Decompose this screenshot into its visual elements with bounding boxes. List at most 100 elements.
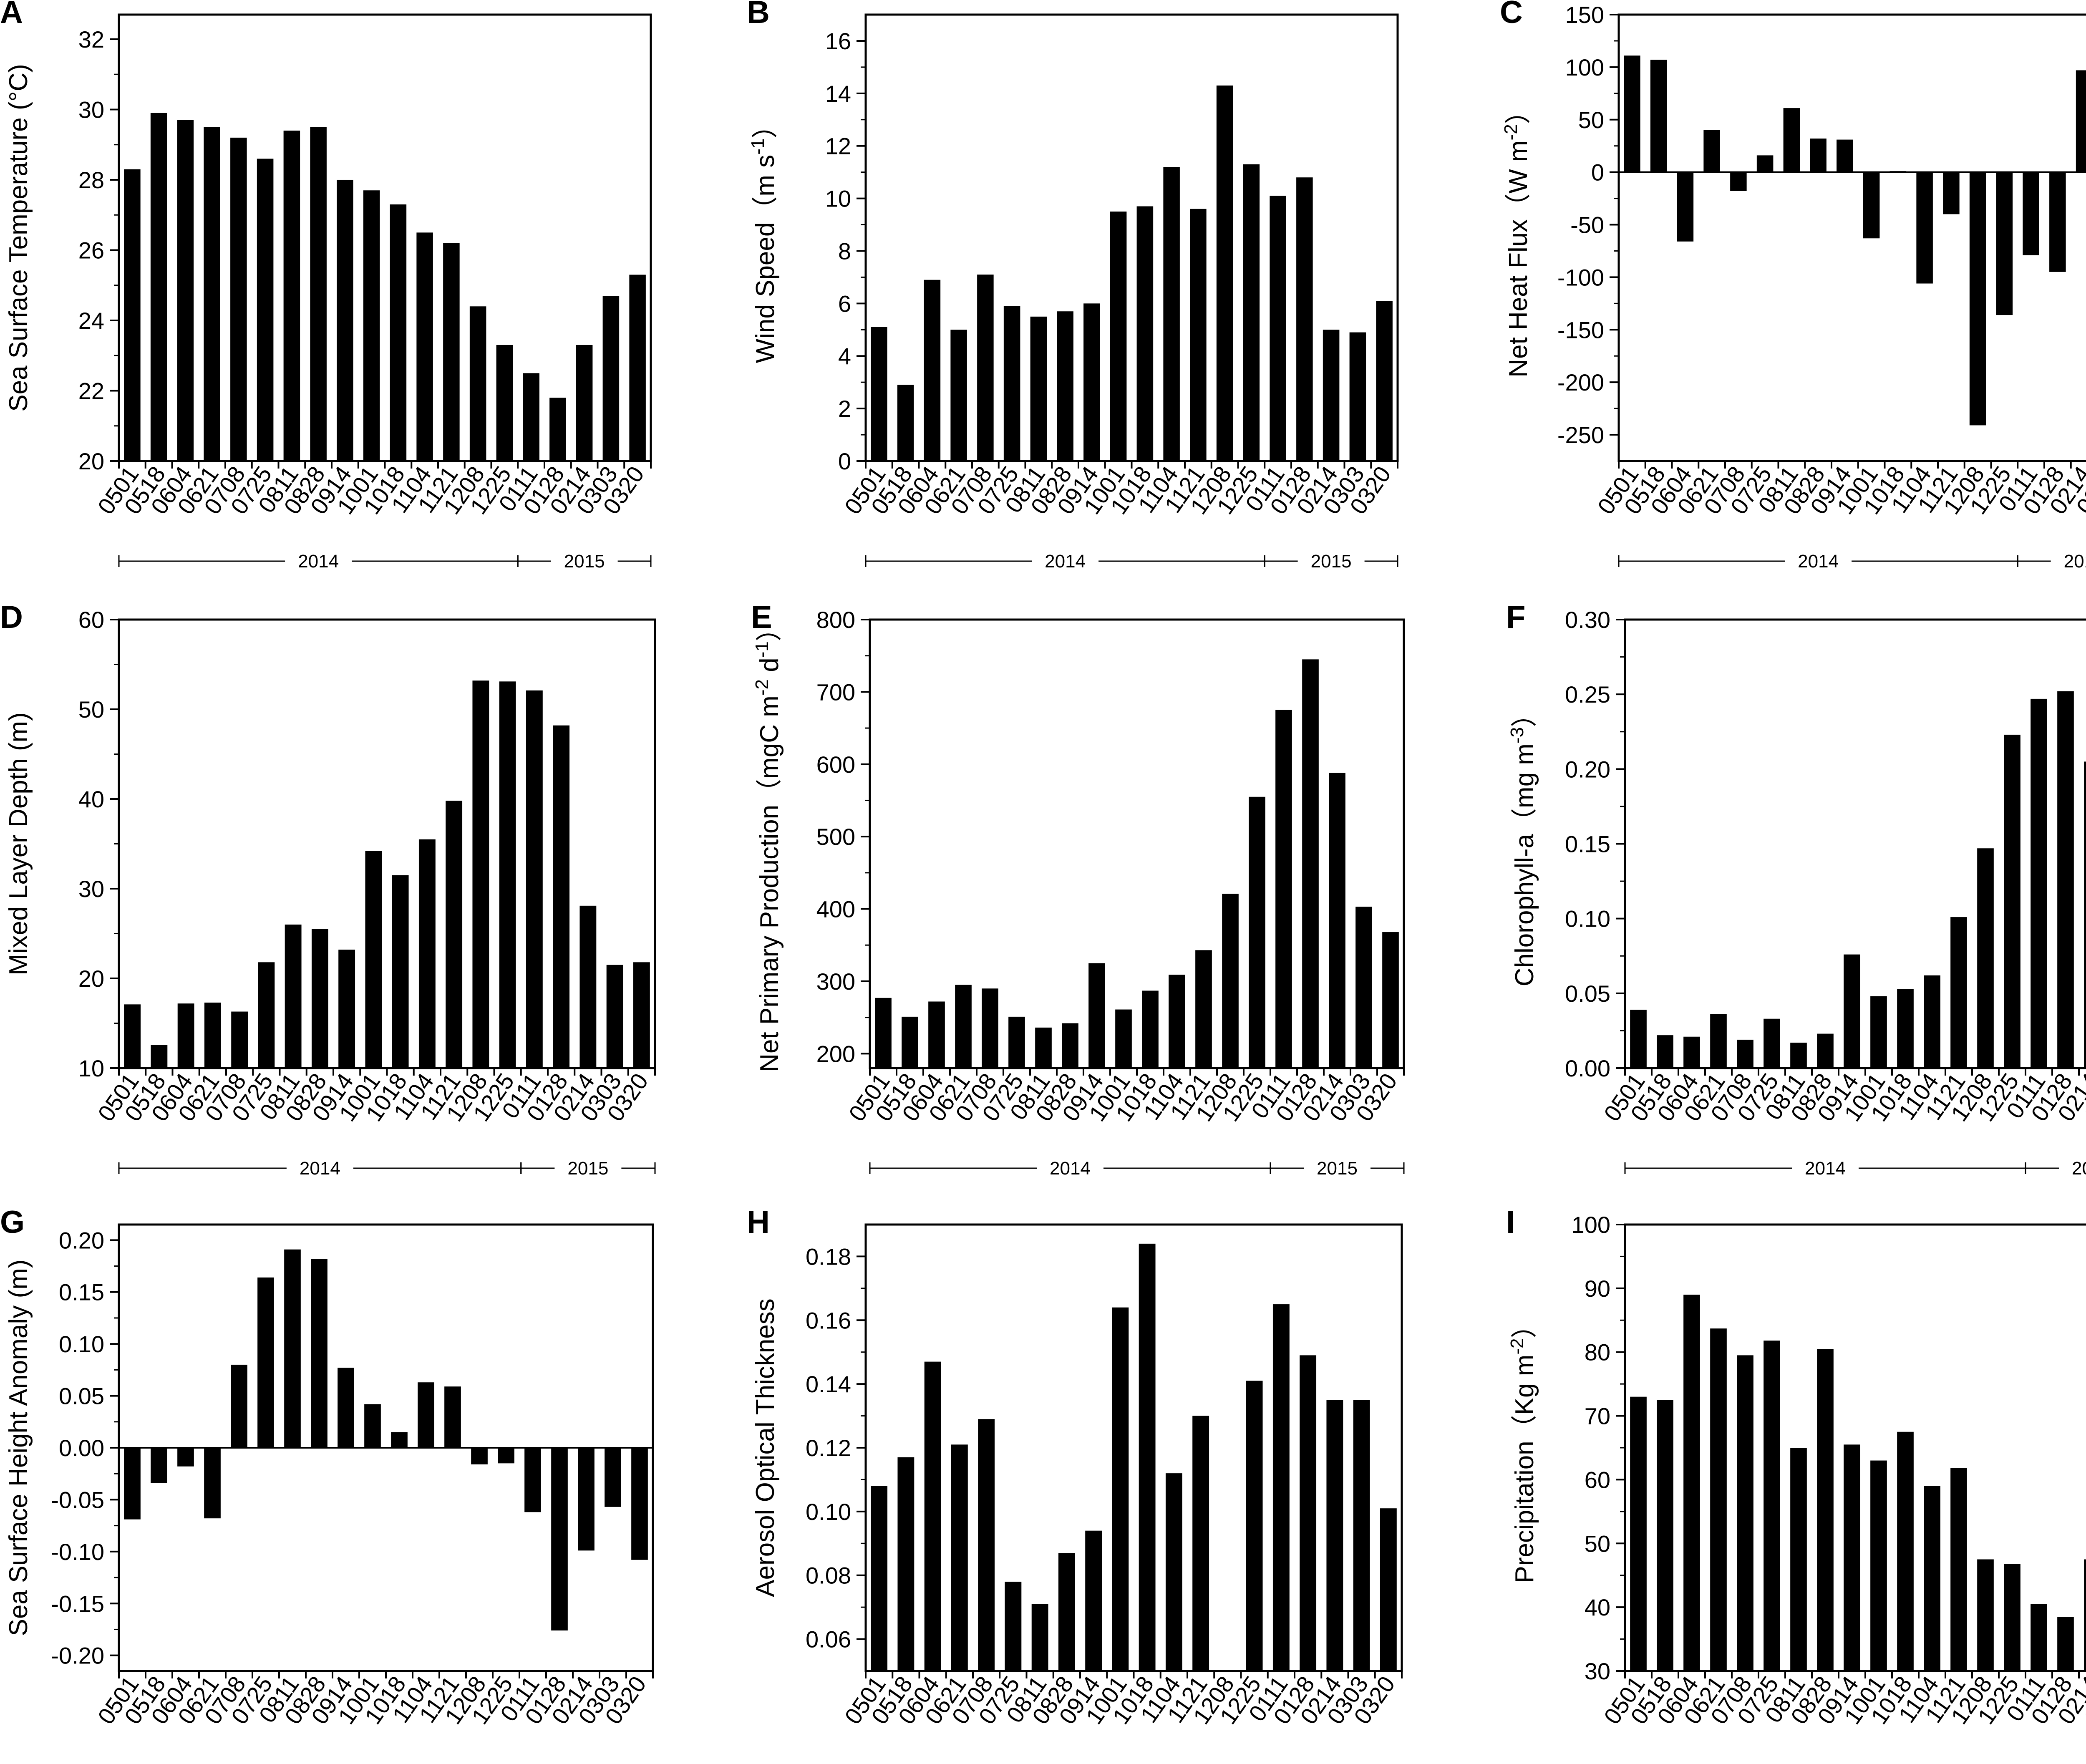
bar-0828 xyxy=(1057,311,1073,461)
bar-0501 xyxy=(124,169,141,461)
chart-panel-d: D102030405060050105180604062107080725081… xyxy=(0,600,656,1179)
bar-1208 xyxy=(1216,85,1233,461)
bar-0214 xyxy=(579,905,597,1068)
bar-0914 xyxy=(338,950,355,1068)
y-tick-label: 0.20 xyxy=(59,1227,104,1253)
bar-0320 xyxy=(1376,301,1393,461)
y-tick-label: 50 xyxy=(1585,1530,1610,1557)
bar-0621 xyxy=(955,985,972,1068)
bar-1208 xyxy=(1222,894,1239,1068)
bar-1121 xyxy=(1943,172,1960,214)
y-axis-label-text: Aerosol Optical Thickness xyxy=(751,1298,780,1597)
bar-0501 xyxy=(1630,1396,1647,1671)
bar-0111 xyxy=(1270,196,1286,461)
bar-1104 xyxy=(1163,167,1180,461)
bar-0501 xyxy=(875,998,892,1068)
y-axis-label-exponent: -2 xyxy=(752,679,772,696)
y-axis-label-text: ） xyxy=(1510,701,1539,727)
bar-0604 xyxy=(177,1448,194,1467)
y-axis-label: Wind Speed（m s-1） xyxy=(748,113,780,363)
chart-panel-e: E200300400500600700800050105180604062107… xyxy=(751,600,1405,1179)
bar-1225 xyxy=(1249,796,1265,1068)
y-axis-label-text: ） xyxy=(1510,1312,1539,1338)
bar-0214 xyxy=(2084,761,2086,1068)
y-axis-label-text: Net Heat Flux（W m xyxy=(1504,140,1533,377)
y-axis-label-text: ） xyxy=(751,113,780,139)
bar-1208 xyxy=(1977,1559,1994,1671)
bar-1104 xyxy=(418,839,436,1068)
bar-0303 xyxy=(606,965,623,1068)
year-label: 2014 xyxy=(1805,1761,1846,1764)
y-tick-label: 0 xyxy=(838,448,851,474)
bar-0128 xyxy=(1296,177,1313,461)
bar-0128 xyxy=(2057,1617,2074,1671)
bar-1001 xyxy=(364,1404,381,1448)
bar-0708 xyxy=(977,275,994,461)
bar-0914 xyxy=(1844,1444,1860,1671)
panel-letter: E xyxy=(751,600,772,635)
bar-0604 xyxy=(924,1361,941,1671)
y-tick-label: 800 xyxy=(816,607,855,633)
bar-0604 xyxy=(1683,1295,1700,1671)
y-tick-label: 500 xyxy=(816,824,855,850)
y-tick-label: 0.10 xyxy=(806,1499,851,1525)
year-label: 2015 xyxy=(2064,551,2086,572)
bar-1121 xyxy=(444,1386,461,1448)
bar-0811 xyxy=(1790,1043,1807,1068)
bar-0708 xyxy=(1737,1039,1753,1068)
y-tick-label: 30 xyxy=(1585,1658,1610,1684)
y-tick-label: 40 xyxy=(78,786,104,812)
y-tick-label: 0.05 xyxy=(59,1383,104,1409)
bar-0828 xyxy=(1817,1033,1834,1068)
bar-0214 xyxy=(578,1448,595,1551)
bar-0708 xyxy=(230,137,247,461)
y-tick-label: 0 xyxy=(1591,159,1604,186)
bar-1225 xyxy=(1996,172,2013,315)
bar-0320 xyxy=(1382,932,1399,1068)
y-axis-label: Chlorophyll-a（mg m-3） xyxy=(1507,701,1539,986)
bar-1104 xyxy=(1924,975,1940,1068)
bar-0501 xyxy=(1624,55,1640,172)
bar-0111 xyxy=(2023,172,2039,255)
bar-1208 xyxy=(471,1448,488,1464)
year-label: 2014 xyxy=(300,1158,340,1179)
bar-0725 xyxy=(1005,1582,1022,1671)
bar-0128 xyxy=(2057,691,2074,1068)
bar-1121 xyxy=(443,243,460,461)
y-tick-label: 80 xyxy=(1585,1339,1610,1366)
y-axis-label-exponent: -1 xyxy=(748,139,768,155)
bar-1018 xyxy=(391,1432,408,1448)
bar-0320 xyxy=(633,962,650,1068)
bar-0708 xyxy=(1737,1355,1753,1671)
panel-letter: I xyxy=(1506,1205,1515,1240)
year-label: 2015 xyxy=(567,1158,608,1179)
y-axis-label: Sea Surface Temperature (°C) xyxy=(4,64,33,411)
y-tick-label: -200 xyxy=(1557,369,1604,396)
bar-1208 xyxy=(469,306,486,461)
bar-0621 xyxy=(951,1444,968,1671)
y-axis-label-text: d xyxy=(755,658,784,679)
bar-0320 xyxy=(631,1448,648,1560)
bar-0811 xyxy=(283,131,300,461)
bar-0914 xyxy=(1088,963,1105,1068)
bar-0518 xyxy=(1650,60,1667,172)
chart-panel-f: F0.000.050.100.150.200.250.3005010518060… xyxy=(1506,600,2086,1179)
bar-0604 xyxy=(1677,172,1694,242)
bar-0914 xyxy=(1083,303,1100,461)
bar-0621 xyxy=(204,1003,221,1068)
bar-1018 xyxy=(1142,990,1159,1068)
panel-letter: C xyxy=(1500,0,1523,30)
panel-letter: A xyxy=(0,0,23,30)
bar-0725 xyxy=(257,159,274,461)
bar-1104 xyxy=(1924,1486,1940,1671)
y-tick-label: 0.18 xyxy=(806,1243,851,1270)
chart-panel-b: B024681012141605010518060406210708072508… xyxy=(747,0,1399,572)
y-axis-label: Mixed Layer Depth (m) xyxy=(4,712,33,975)
bar-0128 xyxy=(551,1448,568,1630)
y-tick-label: 200 xyxy=(816,1041,855,1067)
y-tick-label: -150 xyxy=(1557,317,1604,343)
bar-0811 xyxy=(1030,316,1047,461)
bar-0128 xyxy=(1300,1355,1317,1671)
bar-0828 xyxy=(1810,139,1827,172)
y-tick-label: 100 xyxy=(1572,1212,1610,1238)
